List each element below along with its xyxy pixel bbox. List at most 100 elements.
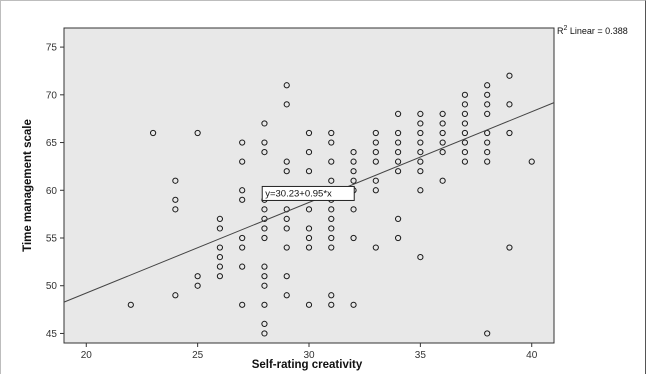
- data-point: [417, 253, 424, 261]
- data-point: [172, 292, 179, 299]
- data-point: [417, 168, 424, 175]
- x-tick-label: 20: [81, 350, 93, 361]
- data-point: [461, 139, 469, 146]
- data-point: [261, 139, 268, 146]
- y-tick-label: 60: [46, 186, 58, 197]
- data-point: [305, 129, 313, 137]
- y-tick-label: 70: [46, 90, 58, 101]
- data-point: [216, 253, 224, 261]
- data-point: [305, 225, 313, 232]
- data-point: [328, 158, 335, 165]
- data-point: [283, 273, 290, 280]
- data-point: [194, 282, 201, 289]
- data-point: [194, 273, 201, 280]
- data-point: [417, 148, 424, 156]
- data-point: [350, 177, 357, 184]
- data-point: [417, 139, 424, 146]
- data-point: [350, 301, 357, 308]
- data-point: [261, 282, 268, 289]
- data-point: [439, 120, 446, 127]
- data-point: [305, 206, 313, 213]
- data-point: [261, 301, 268, 308]
- data-point: [506, 101, 513, 108]
- r-squared-superscript: 2: [564, 25, 568, 32]
- y-axis: 45 50 55 60 65 70 75: [46, 43, 64, 340]
- data-point: [261, 215, 268, 223]
- data-point: [417, 129, 424, 137]
- data-point: [216, 263, 224, 270]
- data-point: [328, 129, 335, 137]
- x-tick-label: 40: [526, 350, 538, 361]
- x-tick-label: 30: [303, 350, 315, 361]
- data-point: [305, 301, 313, 308]
- data-point: [394, 215, 402, 223]
- data-point: [417, 187, 424, 194]
- data-point: [439, 129, 446, 137]
- data-point: [372, 177, 379, 184]
- data-point: [283, 215, 290, 223]
- data-point: [484, 148, 491, 156]
- equation-text: y=30.23+0.95*x: [265, 188, 332, 199]
- data-point: [350, 206, 357, 213]
- data-point: [328, 244, 335, 251]
- x-axis-title: Self-rating creativity: [252, 359, 363, 371]
- data-point: [484, 129, 491, 137]
- r-squared-label: R2 Linear = 0.388: [557, 25, 628, 36]
- data-point: [239, 139, 246, 146]
- data-point: [283, 225, 290, 232]
- data-point: [394, 129, 402, 137]
- data-point: [305, 168, 313, 175]
- data-point: [328, 215, 335, 223]
- data-point: [417, 158, 424, 165]
- y-tick-label: 65: [46, 138, 58, 149]
- data-point: [372, 187, 379, 194]
- data-point: [372, 158, 379, 165]
- data-point: [372, 148, 379, 156]
- data-point: [283, 292, 290, 299]
- data-point: [328, 292, 335, 299]
- data-point: [216, 244, 224, 251]
- data-point: [239, 187, 246, 194]
- data-point: [394, 234, 402, 242]
- data-point: [328, 225, 335, 232]
- data-point: [439, 177, 446, 184]
- data-point: [216, 215, 224, 223]
- data-point: [239, 244, 246, 251]
- fit-line: [63, 102, 555, 303]
- data-point: [239, 196, 246, 203]
- plot-area: [63, 27, 555, 344]
- y-tick-label: 75: [46, 43, 58, 54]
- data-point: [216, 225, 224, 232]
- data-point: [461, 158, 469, 165]
- data-point: [484, 101, 491, 108]
- data-point: [372, 139, 379, 146]
- data-point: [261, 273, 268, 280]
- data-point: [261, 234, 268, 242]
- data-point: [172, 177, 179, 184]
- data-point: [172, 206, 179, 213]
- data-point: [484, 110, 491, 118]
- data-point: [350, 234, 357, 242]
- data-point: [417, 120, 424, 127]
- data-point: [461, 91, 469, 98]
- data-point: [484, 91, 491, 98]
- data-point: [417, 110, 424, 118]
- y-tick-label: 45: [46, 329, 58, 340]
- data-point: [528, 158, 535, 165]
- data-point: [461, 120, 469, 127]
- data-point: [261, 148, 268, 156]
- data-point: [461, 148, 469, 156]
- data-point: [328, 139, 335, 146]
- data-point: [261, 206, 268, 213]
- data-point: [484, 330, 491, 337]
- data-point: [372, 244, 379, 251]
- data-point: [506, 72, 513, 79]
- y-tick-label: 50: [46, 281, 58, 292]
- data-point: [216, 273, 224, 280]
- data-point: [439, 139, 446, 146]
- data-point: [461, 129, 469, 137]
- data-point: [127, 301, 134, 308]
- data-point: [484, 158, 491, 165]
- data-point: [484, 82, 491, 89]
